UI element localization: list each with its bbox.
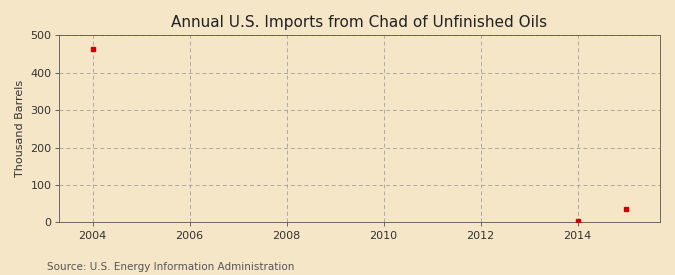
Title: Annual U.S. Imports from Chad of Unfinished Oils: Annual U.S. Imports from Chad of Unfinis… xyxy=(171,15,547,30)
Text: Source: U.S. Energy Information Administration: Source: U.S. Energy Information Administ… xyxy=(47,262,294,272)
Y-axis label: Thousand Barrels: Thousand Barrels xyxy=(15,80,25,177)
